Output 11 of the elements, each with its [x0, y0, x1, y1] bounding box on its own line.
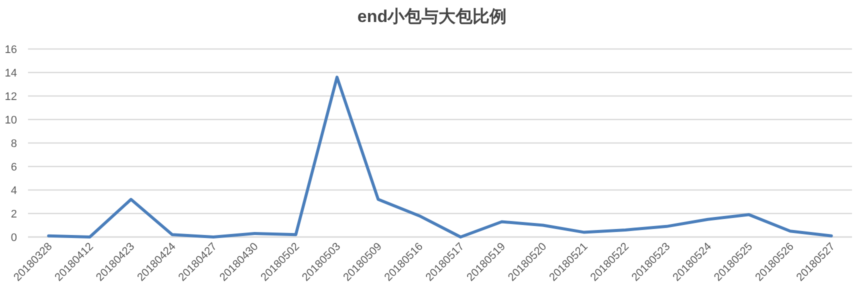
y-tick-label: 0 — [10, 232, 17, 244]
line-series — [47, 76, 833, 238]
y-tick-label: 16 — [4, 44, 17, 56]
y-tick-label: 14 — [4, 68, 17, 80]
y-tick-label: 6 — [10, 162, 17, 174]
y-tick-label: 2 — [10, 208, 17, 220]
y-tick-label: 8 — [10, 138, 17, 150]
y-tick-label: 4 — [10, 185, 17, 197]
y-tick-label: 12 — [4, 91, 17, 103]
y-tick-label: 10 — [4, 114, 17, 126]
chart-title: end小包与大包比例 — [357, 7, 507, 26]
